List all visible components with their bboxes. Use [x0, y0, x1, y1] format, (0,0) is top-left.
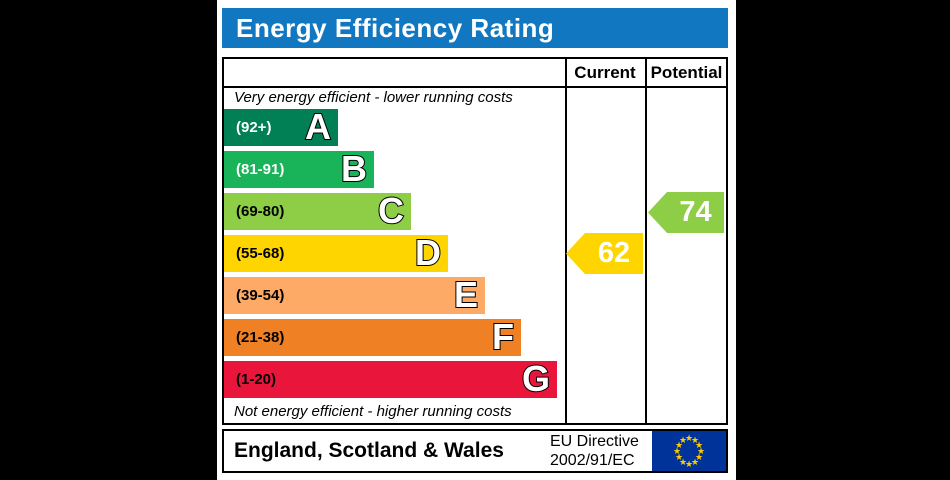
band-range-label: (69-80) [236, 203, 285, 220]
potential-column-divider [645, 59, 647, 423]
band-letter: B [340, 148, 368, 189]
eu-directive-label: EU Directive 2002/91/EC [550, 432, 639, 470]
eu-flag-star-icon: ★ [675, 440, 684, 450]
eu-flag-star-icon: ★ [685, 433, 694, 443]
band-letter: A [304, 106, 332, 147]
band-range-label: (92+) [236, 119, 272, 136]
eu-flag-star-icon: ★ [695, 452, 704, 462]
band-row-a: (92+) A [224, 106, 338, 147]
band-range-label: (81-91) [236, 161, 285, 178]
region-label: England, Scotland & Wales [234, 439, 504, 462]
eu-directive-line1: EU Directive [550, 433, 639, 450]
band-letter: G [521, 358, 551, 399]
eu-flag-icon: ★ ★ ★ ★ ★ ★ ★ ★ ★ ★ ★ ★ [652, 431, 726, 471]
band-row-e: (39-54) E [224, 274, 485, 315]
band-letter: E [453, 274, 479, 315]
potential-rating-value: 74 [679, 196, 712, 228]
footer-bar: England, Scotland & Wales EU Directive 2… [222, 429, 728, 473]
rating-table: Current Potential Very energy efficient … [222, 57, 728, 425]
band-range-label: (21-38) [236, 329, 285, 346]
eu-flag-star-icon: ★ [695, 440, 704, 450]
band-row-d: (55-68) D [224, 232, 448, 273]
band-letter: F [491, 316, 515, 357]
chart-title-bar: Energy Efficiency Rating [222, 8, 728, 48]
eu-flag-star-icon: ★ [673, 446, 682, 456]
band-row-b: (81-91) B [224, 148, 374, 189]
eu-flag-star-icon: ★ [691, 457, 700, 467]
current-column-divider [565, 59, 567, 423]
eu-directive-line2: 2002/91/EC [550, 452, 635, 469]
band-range-label: (1-20) [236, 371, 277, 388]
chart-title: Energy Efficiency Rating [236, 13, 555, 43]
band-range-label: (55-68) [236, 245, 285, 262]
eu-flag-star-icon: ★ [691, 435, 700, 445]
eu-flag-star-icon: ★ [697, 446, 706, 456]
table-header-row: Current Potential [224, 59, 726, 88]
current-column-header: Current [574, 63, 636, 82]
band-range-label: (39-54) [236, 287, 285, 304]
band-row-c: (69-80) C [224, 190, 411, 231]
band-row-g: (1-20) G [224, 358, 557, 399]
eu-flag-star-icon: ★ [679, 457, 688, 467]
eu-flag-star-icon: ★ [675, 452, 684, 462]
eu-flag-star-icon: ★ [685, 459, 694, 469]
certificate-panel: Energy Efficiency Rating Current Potenti… [217, 0, 736, 480]
potential-column-header: Potential [650, 63, 723, 82]
band-letter: D [414, 232, 442, 273]
current-rating-value: 62 [597, 237, 631, 269]
band-row-f: (21-38) F [224, 316, 521, 357]
potential-rating-arrow: 74 [648, 192, 724, 233]
band-letter: C [377, 190, 405, 231]
eu-flag-star-icon: ★ [679, 435, 688, 445]
caption-top: Very energy efficient - lower running co… [234, 89, 513, 106]
caption-bottom: Not energy efficient - higher running co… [234, 403, 512, 420]
current-rating-arrow: 62 [566, 233, 643, 274]
